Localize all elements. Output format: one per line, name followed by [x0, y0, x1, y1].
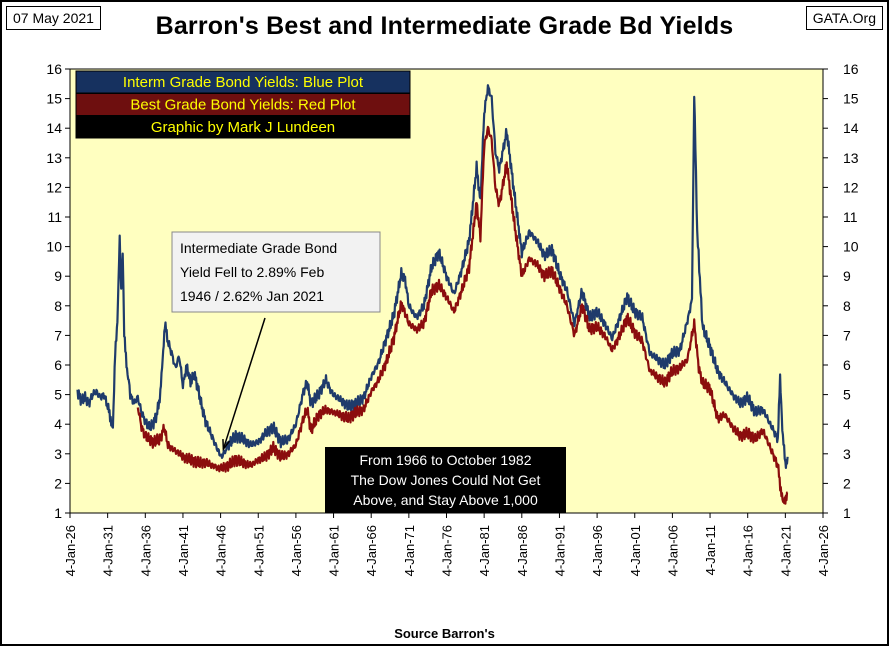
annotation-line: Yield Fell to 2.89% Feb [180, 264, 324, 280]
ytick-label-left: 8 [54, 298, 62, 314]
xtick-label: 4-Jan-16 [741, 525, 756, 576]
date-label: 07 May 2021 [6, 6, 101, 30]
source-footer: Source Barron's [394, 626, 495, 641]
chart-title: Barron's Best and Intermediate Grade Bd … [155, 12, 734, 40]
ytick-label-left: 11 [47, 209, 62, 225]
ytick-label-right: 8 [843, 298, 851, 314]
ytick-label-right: 14 [843, 120, 859, 136]
annotation-dow-line: The Dow Jones Could Not Get [351, 472, 541, 488]
legend-text-3: Graphic by Mark J Lundeen [151, 119, 335, 136]
annotation-arrowhead [222, 439, 231, 452]
annotation-line: Intermediate Grade Bond [180, 240, 337, 256]
xtick-label: 4-Jan-66 [364, 525, 379, 576]
xtick-label: 4-Jan-31 [101, 525, 116, 576]
xtick-label: 4-Jan-01 [628, 525, 643, 576]
annotation-box-intermediate [171, 231, 381, 313]
xtick-label: 4-Jan-06 [665, 525, 680, 576]
legend-box-3 [75, 115, 411, 139]
xtick-label: 4-Jan-41 [176, 525, 191, 576]
ytick-label-right: 13 [843, 150, 859, 166]
ytick-label-left: 10 [46, 239, 62, 255]
xtick-label: 4-Jan-26 [816, 525, 831, 576]
ytick-label-left: 2 [54, 475, 62, 491]
ytick-label-left: 1 [54, 505, 62, 521]
ytick-label-left: 16 [46, 61, 62, 77]
xtick-label: 4-Jan-96 [590, 525, 605, 576]
xtick-label: 4-Jan-26 [63, 525, 78, 576]
xtick-label: 4-Jan-91 [552, 525, 567, 576]
ytick-label-right: 3 [843, 446, 851, 462]
annotation-box-dow [325, 447, 566, 513]
ytick-label-left: 12 [46, 179, 62, 195]
source-site-label: GATA.Org [805, 6, 883, 30]
ytick-label-right: 4 [843, 416, 851, 432]
ytick-label-left: 13 [46, 150, 62, 166]
ytick-label-left: 3 [54, 446, 62, 462]
legend-text-2: Best Grade Bond Yields: Red Plot [130, 97, 356, 114]
annotation-dow-line: From 1966 to October 1982 [360, 452, 532, 468]
ytick-label-right: 1 [843, 505, 851, 521]
xtick-label: 4-Jan-21 [778, 525, 793, 576]
xtick-label: 4-Jan-46 [214, 525, 229, 576]
xtick-label: 4-Jan-71 [402, 525, 417, 576]
xtick-label: 4-Jan-76 [440, 525, 455, 576]
xtick-label: 4-Jan-11 [703, 525, 718, 575]
xtick-label: 4-Jan-61 [327, 525, 342, 576]
ytick-label-left: 15 [46, 91, 62, 107]
ytick-label-right: 7 [843, 327, 851, 343]
ytick-label-right: 15 [843, 91, 859, 107]
legend-text-1: Interm Grade Bond Yields: Blue Plot [123, 74, 364, 91]
xtick-label: 4-Jan-56 [289, 525, 304, 576]
xtick-label: 4-Jan-81 [477, 525, 492, 576]
ytick-label-right: 5 [843, 387, 851, 403]
ytick-label-right: 6 [843, 357, 851, 373]
ytick-label-left: 4 [54, 416, 62, 432]
legend: Interm Grade Bond Yields: Blue Plot Best … [75, 70, 411, 139]
ytick-label-left: 5 [54, 387, 62, 403]
series-intermediate-grade [76, 84, 789, 469]
ytick-label-left: 7 [54, 327, 62, 343]
ytick-label-left: 6 [54, 357, 62, 373]
ytick-label-right: 11 [843, 209, 858, 225]
ytick-label-left: 14 [46, 120, 62, 136]
xtick-label: 4-Jan-86 [515, 525, 530, 576]
ytick-label-right: 2 [843, 475, 851, 491]
series-best-grade [136, 125, 789, 505]
ytick-label-right: 9 [843, 268, 851, 284]
ytick-label-right: 16 [843, 61, 859, 77]
series-layer [76, 84, 789, 505]
xtick-label: 4-Jan-36 [138, 525, 153, 576]
ytick-label-right: 10 [843, 239, 859, 255]
annotation-line: 1946 / 2.62% Jan 2021 [180, 288, 324, 304]
ytick-label-left: 9 [54, 268, 62, 284]
annotations: Intermediate Grade Bond Yield Fell to 2.8… [171, 231, 566, 513]
xtick-label: 4-Jan-51 [251, 525, 266, 576]
ytick-label-right: 12 [843, 179, 859, 195]
annotation-dow-line: Above, and Stay Above 1,000 [353, 492, 538, 508]
annotation-arrow [222, 317, 266, 450]
